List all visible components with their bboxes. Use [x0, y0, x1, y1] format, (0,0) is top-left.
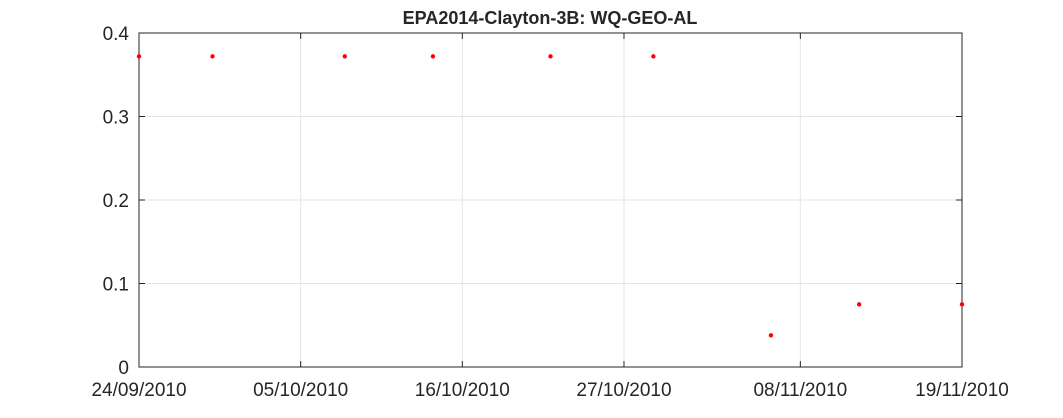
y-tick-label: 0.3 [103, 108, 129, 129]
chart-title: EPA2014-Clayton-3B: WQ-GEO-AL [403, 8, 698, 28]
x-tick-label: 16/10/2010 [415, 380, 510, 401]
y-tick-label: 0.2 [103, 191, 129, 212]
plot-frame [138, 32, 963, 368]
data-points [136, 54, 965, 338]
tick-labels: 24/09/2010 05/10/2010 16/10/2010 27/10/2010… [91, 24, 1008, 401]
x-tick-label: 05/10/2010 [253, 380, 348, 401]
data-point [136, 54, 142, 59]
data-point [856, 302, 862, 307]
data-point [342, 54, 347, 59]
data-point [959, 302, 965, 307]
x-tick-label: 19/11/2010 [915, 380, 1009, 401]
x-tick-label: 08/11/2010 [753, 380, 847, 401]
x-tick-label: 27/10/2010 [576, 380, 671, 401]
data-point [768, 333, 774, 338]
grid-lines [139, 33, 962, 367]
axes [138, 32, 963, 368]
data-point [430, 54, 436, 59]
y-tick-label: 0 [118, 358, 129, 379]
y-tick-label: 0.4 [103, 24, 130, 45]
data-point [548, 54, 553, 59]
data-point [210, 54, 215, 59]
y-tick-label: 0.1 [103, 275, 129, 296]
data-point [651, 54, 656, 59]
x-tick-label: 24/09/2010 [91, 380, 186, 401]
